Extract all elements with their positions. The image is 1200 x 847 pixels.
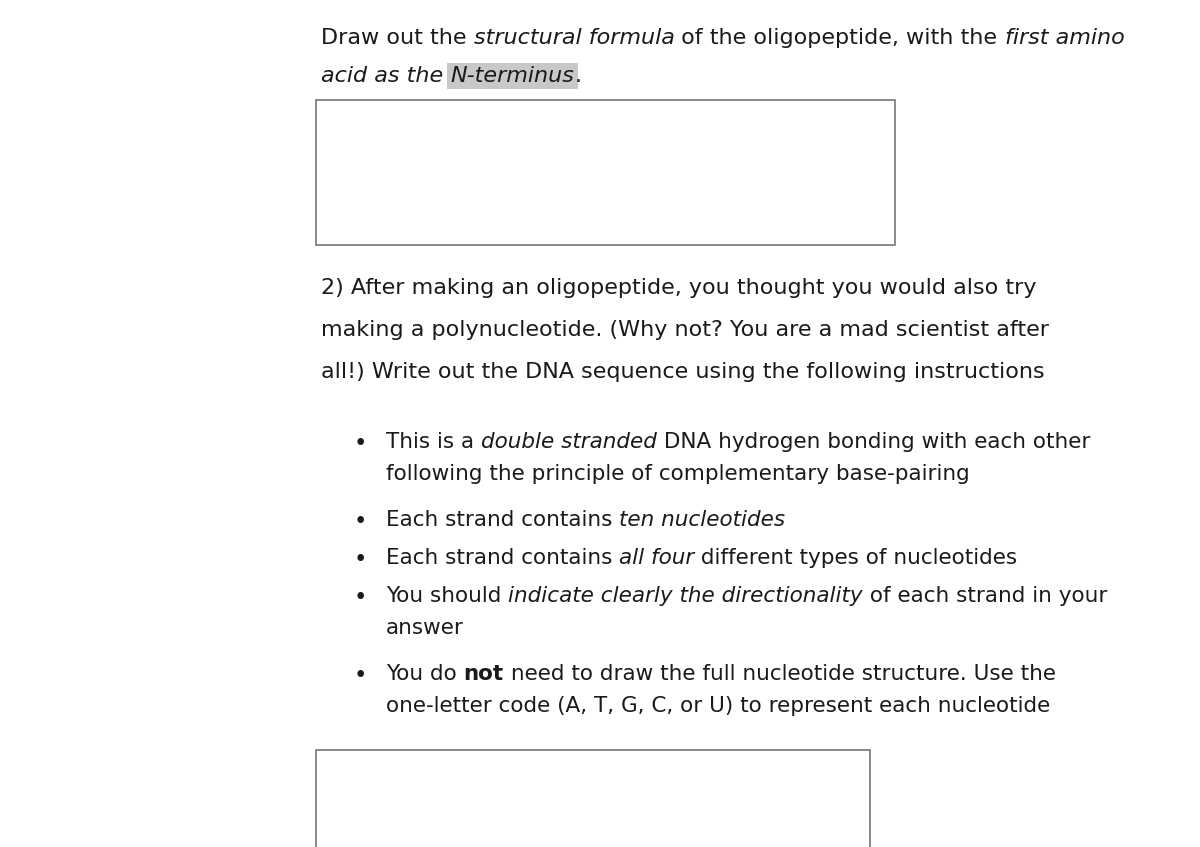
Text: of each strand in your: of each strand in your: [863, 586, 1108, 606]
Text: •: •: [354, 432, 367, 455]
Text: .: .: [575, 66, 581, 86]
Text: of the oligopeptide, with the: of the oligopeptide, with the: [674, 28, 1004, 48]
Text: •: •: [354, 586, 367, 609]
Text: first amino: first amino: [1004, 28, 1124, 48]
Text: all!) Write out the DNA sequence using the following instructions: all!) Write out the DNA sequence using t…: [322, 362, 1045, 382]
Text: following the principle of complementary base-pairing: following the principle of complementary…: [386, 464, 970, 484]
Text: •: •: [354, 548, 367, 571]
Bar: [316, 750, 870, 847]
Text: all four: all four: [619, 548, 695, 568]
Text: N-terminus: N-terminus: [450, 66, 575, 86]
Text: indicate clearly the directionality: indicate clearly the directionality: [509, 586, 863, 606]
Text: •: •: [354, 664, 367, 687]
Bar: [316, 100, 895, 245]
Text: need to draw the full nucleotide structure. Use the: need to draw the full nucleotide structu…: [504, 664, 1056, 684]
Text: This is a: This is a: [386, 432, 481, 452]
Text: You should: You should: [386, 586, 509, 606]
Text: making a polynucleotide. (Why not? You are a mad scientist after: making a polynucleotide. (Why not? You a…: [322, 320, 1049, 340]
Text: Each strand contains: Each strand contains: [386, 548, 619, 568]
Text: Draw out the: Draw out the: [322, 28, 474, 48]
Text: one-letter code (A, T, G, C, or U) to represent each nucleotide: one-letter code (A, T, G, C, or U) to re…: [386, 696, 1050, 716]
Text: You do: You do: [386, 664, 463, 684]
Text: acid as the: acid as the: [322, 66, 450, 86]
Text: Each strand contains: Each strand contains: [386, 510, 619, 530]
Text: answer: answer: [386, 618, 464, 638]
Text: ten nucleotides: ten nucleotides: [619, 510, 785, 530]
Text: •: •: [354, 510, 367, 533]
Text: 2) After making an oligopeptide, you thought you would also try: 2) After making an oligopeptide, you tho…: [322, 278, 1037, 298]
Text: different types of nucleotides: different types of nucleotides: [695, 548, 1018, 568]
Text: structural formula: structural formula: [474, 28, 674, 48]
Text: DNA hydrogen bonding with each other: DNA hydrogen bonding with each other: [656, 432, 1091, 452]
Text: not: not: [463, 664, 504, 684]
Text: double stranded: double stranded: [481, 432, 656, 452]
